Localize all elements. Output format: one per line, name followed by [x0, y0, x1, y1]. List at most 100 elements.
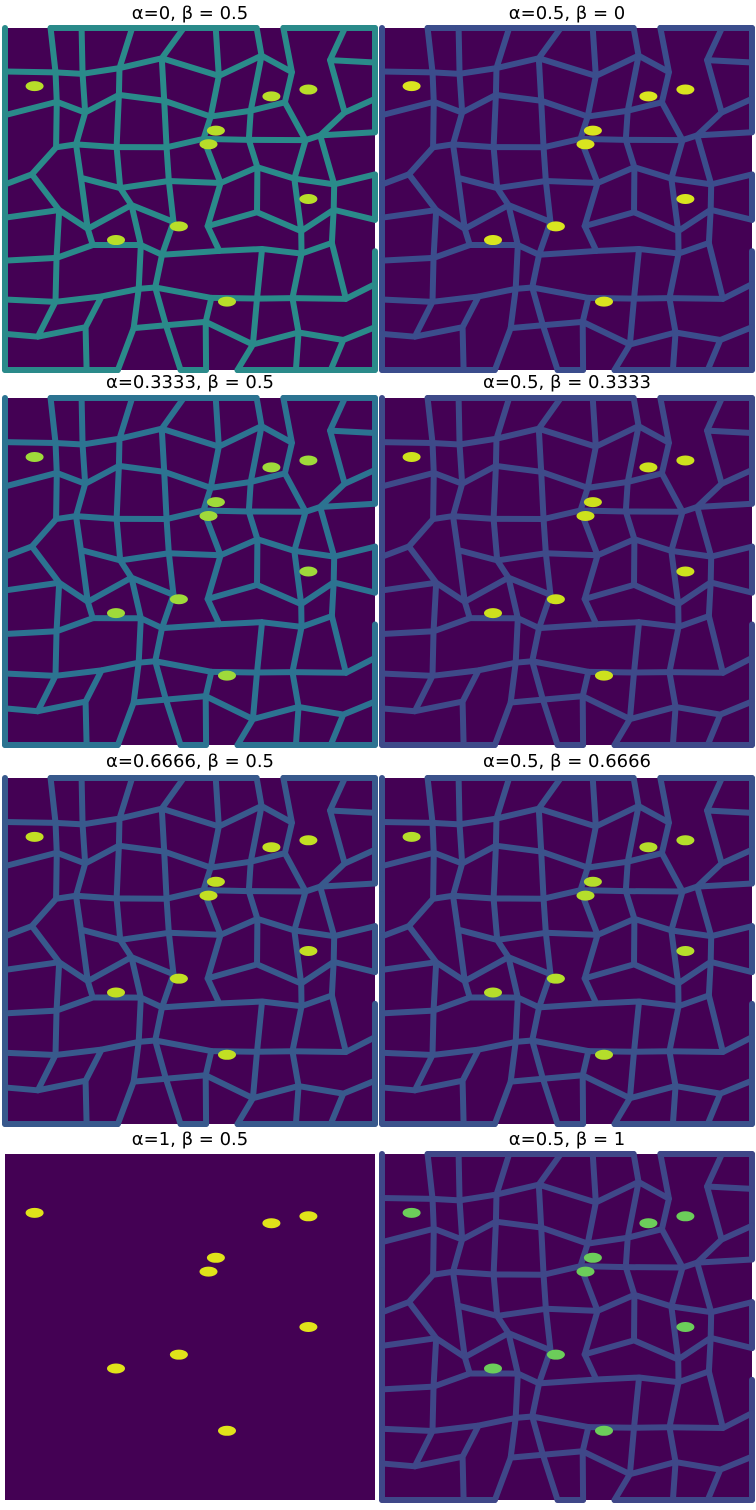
network-edge	[211, 298, 257, 299]
network-edge	[541, 101, 543, 148]
network-edge	[543, 696, 583, 699]
network-edge	[162, 1004, 219, 1008]
network-edge	[382, 1429, 433, 1431]
network-edge	[626, 111, 628, 140]
network-edge	[544, 1275, 546, 1309]
bright-spot	[676, 567, 694, 577]
panel-image	[5, 28, 375, 370]
bright-spot	[584, 877, 602, 887]
network-edge	[169, 181, 221, 183]
bright-spot	[262, 1218, 280, 1228]
network-edge	[76, 516, 117, 519]
network-edge	[511, 325, 543, 328]
bright-spot	[484, 608, 502, 618]
network-edge	[296, 1086, 299, 1124]
network-edge	[167, 519, 169, 553]
network-edge	[433, 72, 434, 101]
network-edge	[516, 998, 518, 1042]
network-edge	[55, 1011, 56, 1055]
network-edge	[55, 631, 56, 676]
network-edge	[460, 74, 463, 113]
network-edge	[211, 1051, 257, 1052]
network-edge	[511, 700, 543, 703]
network-edge	[673, 1462, 676, 1500]
network-edge	[139, 998, 141, 1042]
network-edge	[382, 300, 433, 302]
bright-spot	[170, 221, 188, 231]
network-edge	[669, 298, 722, 299]
network-edge	[82, 398, 83, 444]
network-edge	[296, 332, 299, 370]
panel-title: α=0.5, β = 1	[509, 1129, 625, 1150]
panel-title: α=0.5, β = 0	[509, 3, 625, 24]
bright-spot	[584, 126, 602, 136]
network-edge	[463, 702, 464, 745]
network-edge	[119, 819, 120, 846]
bright-spot	[299, 1322, 317, 1332]
network-edge	[332, 582, 334, 616]
network-edge	[434, 210, 437, 258]
bright-spot	[262, 842, 280, 852]
network-edge	[544, 899, 546, 933]
network-edge	[433, 1199, 460, 1200]
network-edge	[330, 811, 375, 813]
network-edge	[249, 482, 251, 512]
network-edge	[56, 443, 83, 444]
bright-spot	[676, 835, 694, 845]
network-edge	[167, 899, 169, 933]
network-edge	[117, 846, 119, 899]
bright-spot	[299, 946, 317, 956]
network-edge	[162, 58, 164, 100]
network-edge	[56, 896, 76, 899]
network-edge	[433, 443, 434, 473]
network-edge	[496, 819, 497, 846]
bright-spot	[200, 1267, 218, 1277]
bright-spot	[299, 85, 317, 95]
bright-spot	[676, 1322, 694, 1332]
network-edge	[433, 631, 434, 676]
network-edge	[626, 862, 628, 891]
network-edge	[56, 102, 57, 147]
network-edge	[543, 1075, 583, 1078]
network-edge	[707, 431, 752, 433]
network-edge	[5, 708, 38, 711]
network-edge	[496, 439, 497, 466]
network-edge	[117, 466, 119, 519]
network-edge	[626, 1238, 628, 1267]
bright-spot	[547, 594, 565, 604]
network-edge	[630, 299, 634, 345]
bright-spot	[639, 842, 657, 852]
network-edge	[332, 962, 334, 996]
network-edge	[5, 822, 56, 823]
bright-spot	[107, 608, 125, 618]
network-edge	[5, 631, 57, 634]
panel-title: α=0, β = 0.5	[132, 3, 248, 24]
bright-spot	[676, 946, 694, 956]
image-background	[382, 398, 752, 745]
network-edge	[459, 1154, 460, 1200]
bright-spot	[299, 194, 317, 204]
network-edge	[539, 251, 596, 255]
bright-spot	[26, 832, 44, 842]
bright-spot	[584, 1253, 602, 1263]
network-edge	[433, 1387, 434, 1431]
network-edge	[544, 519, 546, 553]
network-edge	[434, 962, 437, 1010]
network-edge	[330, 431, 375, 433]
network-edge	[596, 249, 639, 251]
network-edge	[55, 258, 56, 302]
network-edge	[166, 1075, 206, 1078]
network-edge	[711, 1312, 712, 1338]
network-edge	[539, 624, 596, 628]
bright-spot	[484, 988, 502, 998]
network-edge	[539, 809, 541, 852]
network-edge	[216, 778, 219, 826]
network-edge	[593, 1154, 596, 1202]
bright-spot	[107, 1364, 125, 1374]
image-background	[5, 28, 375, 370]
network-edge	[494, 95, 496, 147]
network-edge	[434, 583, 437, 632]
network-edge	[5, 300, 55, 302]
bright-spot	[595, 1050, 613, 1060]
network-edge	[459, 778, 460, 824]
